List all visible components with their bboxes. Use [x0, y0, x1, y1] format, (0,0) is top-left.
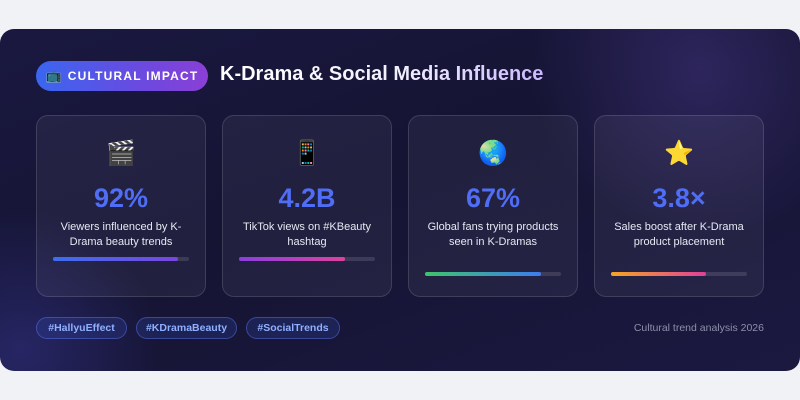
progress-fill — [53, 257, 179, 261]
tag-hallyu-effect[interactable]: #HallyuEffect — [36, 317, 127, 339]
stat-label: Viewers influenced by K-Drama beauty tre… — [60, 221, 182, 248]
television-icon: 📺 — [45, 68, 62, 84]
stat-value: 4.2B — [278, 183, 336, 213]
footer-caption: Cultural trend analysis 2026 — [633, 322, 764, 334]
impact-card: 📺 CULTURAL IMPACT K-Drama & Social Media… — [0, 29, 800, 371]
stat-card-viewers: 🎬 92% Viewers influenced by K-Drama beau… — [36, 115, 206, 297]
clapperboard-icon: 🎬 — [106, 139, 136, 167]
stat-label: Global fans trying products seen in K-Dr… — [427, 221, 559, 248]
mobile-phone-icon: 📱 — [292, 139, 322, 167]
progress-fill — [611, 272, 707, 276]
stat-value: 67% — [465, 183, 521, 213]
stat-value: 3.8× — [652, 183, 706, 213]
progress-fill — [425, 272, 541, 276]
progress-track — [53, 257, 189, 261]
page-title: K-Drama & Social Media Influence — [220, 63, 544, 85]
tag-kdrama-beauty[interactable]: #KDramaBeauty — [136, 317, 237, 339]
stat-label: TikTok views on #KBeauty hashtag — [243, 221, 371, 248]
stat-card-sales-boost: ⭐ 3.8× Sales boost after K-Drama product… — [594, 115, 764, 297]
category-badge-label: CULTURAL IMPACT — [67, 69, 199, 83]
progress-fill — [239, 257, 346, 261]
globe-icon: 🌏 — [478, 139, 508, 167]
stat-card-tiktok: 📱 4.2B TikTok views on #KBeauty hashtag — [222, 115, 392, 297]
stat-label: Sales boost after K-Drama product placem… — [614, 221, 744, 248]
category-badge: 📺 CULTURAL IMPACT — [36, 61, 208, 91]
progress-track — [239, 257, 375, 261]
progress-track — [611, 272, 747, 276]
stat-card-global-fans: 🌏 67% Global fans trying products seen i… — [408, 115, 578, 297]
star-icon: ⭐ — [664, 139, 694, 167]
tag-social-trends[interactable]: #SocialTrends — [246, 317, 340, 339]
progress-track — [425, 272, 561, 276]
stat-value: 92% — [93, 183, 149, 213]
